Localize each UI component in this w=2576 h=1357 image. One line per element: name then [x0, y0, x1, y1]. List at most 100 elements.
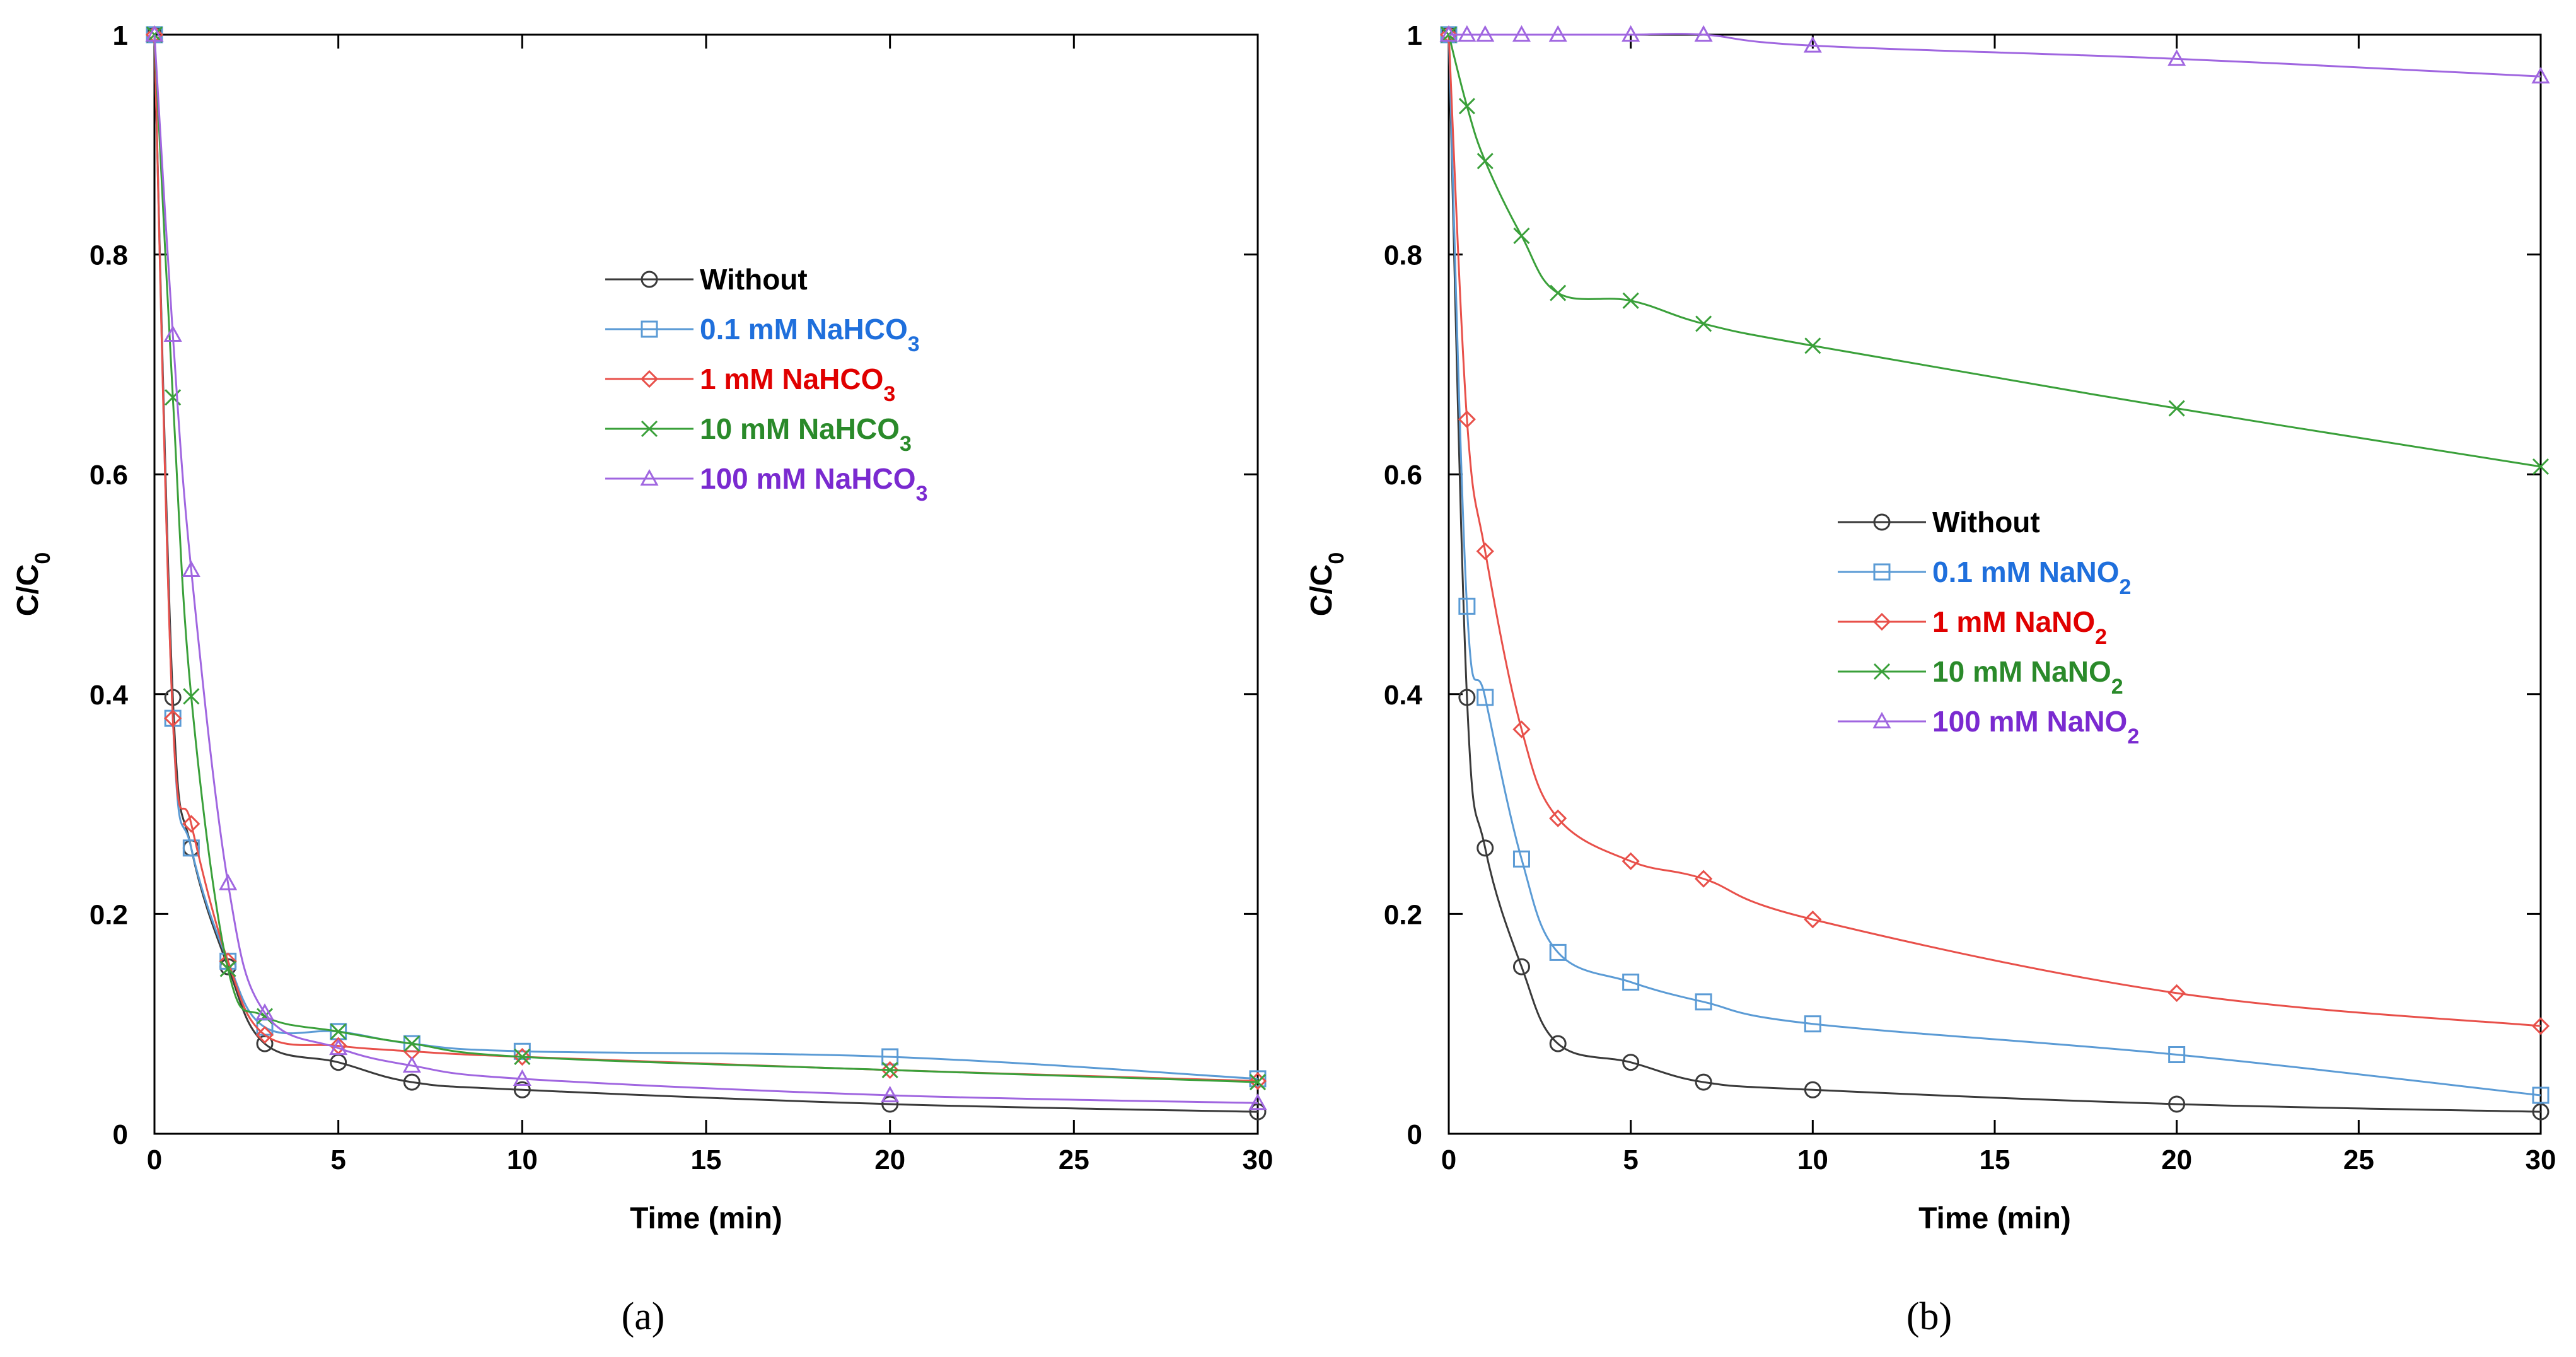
y-axis-title: C/C0	[1305, 552, 1349, 617]
legend-marker	[640, 469, 659, 486]
y-tick-label: 1	[113, 20, 128, 51]
y-axis-title: C/C0	[11, 552, 55, 617]
legend-label: 0.1 mM NaNO2	[1932, 556, 2131, 599]
series-line	[1449, 33, 2541, 78]
y-tick-label: 0	[113, 1119, 128, 1150]
data-point	[2168, 1095, 2186, 1113]
data-point	[1512, 850, 1530, 868]
data-point	[1803, 36, 1822, 53]
data-point	[513, 1081, 531, 1098]
legend-label: 0.1 mM NaHCO3	[700, 313, 920, 356]
data-point	[1550, 284, 1567, 301]
data-point	[255, 1026, 274, 1044]
data-point	[2531, 1017, 2550, 1035]
data-point	[329, 1038, 348, 1056]
data-point	[881, 1095, 899, 1113]
data-point	[255, 1003, 274, 1020]
data-point	[163, 325, 182, 342]
series-3: 10 mM NaNO2	[1440, 26, 2550, 699]
data-point	[1476, 542, 1494, 561]
x-axis-title: Time (min)	[1918, 1202, 2071, 1235]
data-point	[1622, 973, 1640, 991]
data-point	[256, 1008, 274, 1025]
x-tick-label: 10	[507, 1144, 538, 1175]
data-point	[513, 1069, 531, 1086]
y-axis-title-subscript: 0	[1325, 552, 1349, 564]
legend-marker	[641, 320, 658, 338]
legend-label-subscript: 2	[2127, 725, 2139, 748]
data-point	[1512, 25, 1531, 42]
data-point	[513, 1042, 531, 1060]
series-line	[1448, 34, 2541, 1113]
data-point	[1458, 410, 1476, 429]
panel-label: (b)	[1906, 1295, 1952, 1338]
series-line	[153, 34, 1258, 1082]
legend-label: Without	[1932, 506, 2040, 539]
data-point	[164, 709, 182, 728]
x-axis-title: Time (min)	[630, 1202, 782, 1235]
legend-marker	[1873, 563, 1891, 581]
legend-label-subscript: 3	[883, 382, 895, 406]
series-4: 100 mM NaNO2	[1439, 25, 2550, 748]
data-point	[1622, 25, 1640, 42]
data-point	[1249, 1070, 1267, 1088]
data-point	[1804, 1081, 1821, 1098]
legend-marker	[1873, 663, 1891, 680]
data-point	[1549, 943, 1567, 961]
y-tick-label: 0.6	[1384, 460, 1422, 491]
data-point	[1458, 597, 1476, 615]
y-tick-label: 0.4	[1384, 680, 1423, 711]
data-point	[183, 688, 200, 705]
data-point	[1512, 720, 1531, 738]
legend-label-subscript: 3	[908, 332, 920, 356]
y-tick-label: 0.8	[90, 240, 128, 271]
series-1: 0.1 mM NaNO2	[1440, 26, 2550, 1104]
series-line	[153, 34, 1258, 1080]
series-line	[153, 34, 1258, 1083]
legend-label: 100 mM NaHCO3	[700, 462, 927, 506]
data-point	[402, 1056, 421, 1073]
y-tick-label: 0	[1407, 1119, 1422, 1150]
series-4: 100 mM NaHCO3	[145, 25, 1267, 1110]
data-point	[1439, 25, 1458, 44]
x-tick-label: 25	[2343, 1144, 2374, 1175]
y-tick-label: 0.8	[1384, 240, 1422, 271]
data-point	[1477, 153, 1494, 170]
x-tick-label: 5	[1623, 1144, 1638, 1175]
x-tick-label: 30	[2526, 1144, 2556, 1175]
data-point	[881, 1085, 900, 1103]
y-tick-label: 1	[1407, 20, 1422, 51]
y-tick-label: 0.2	[1384, 899, 1422, 930]
x-tick-label: 15	[691, 1144, 722, 1175]
data-point	[1477, 839, 1494, 857]
series-line	[153, 34, 1258, 1104]
data-point	[1548, 25, 1567, 42]
legend-label-subscript: 2	[2111, 675, 2123, 699]
data-point	[1512, 958, 1530, 976]
legend-marker	[1872, 612, 1891, 631]
data-point	[1248, 1093, 1267, 1110]
data-point	[1458, 98, 1475, 115]
data-point	[1439, 25, 1458, 42]
data-point	[2167, 984, 2186, 1003]
data-point	[403, 1073, 421, 1091]
series-line	[1448, 34, 2541, 1097]
data-point	[1549, 1035, 1567, 1052]
legend-label: 1 mM NaNO2	[1932, 605, 2107, 649]
series-line	[1448, 34, 2541, 1027]
legend-label-subscript: 3	[900, 432, 912, 456]
data-point	[881, 1048, 899, 1066]
data-point	[1804, 1015, 1821, 1033]
data-point	[1549, 809, 1567, 827]
y-tick-label: 0.2	[90, 899, 128, 930]
series-1: 0.1 mM NaHCO3	[146, 26, 1267, 1088]
y-tick-label: 0.4	[90, 680, 129, 711]
x-tick-label: 30	[1243, 1144, 1273, 1175]
series-3: 10 mM NaHCO3	[146, 26, 1267, 1091]
y-tick-label: 0.6	[90, 460, 128, 491]
data-point	[256, 1035, 274, 1052]
data-point	[1622, 852, 1640, 870]
legend-label: 10 mM NaNO2	[1932, 655, 2123, 699]
x-tick-label: 20	[2161, 1144, 2192, 1175]
